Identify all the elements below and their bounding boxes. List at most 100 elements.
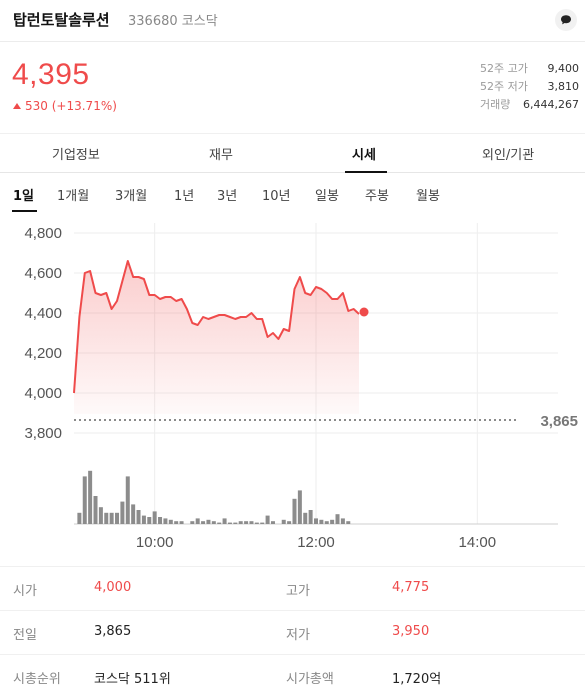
volume-bar (217, 522, 222, 524)
y-tick-label: 4,800 (24, 225, 62, 242)
prev-close-label: 전일 (13, 628, 37, 643)
volume-bar (98, 507, 103, 524)
market-cap-label: 시가총액 (286, 672, 334, 687)
tab-company-info[interactable]: 기업정보 (52, 148, 100, 163)
volume-bar (115, 512, 120, 524)
price-line (73, 260, 360, 394)
change-percent: (+13.71%) (51, 99, 117, 113)
volume-bar (93, 496, 98, 524)
stock-code: 336680 (128, 14, 178, 29)
market-cap-value: 1,720억 (392, 672, 442, 687)
volume-bar (147, 517, 152, 524)
volume-bar (104, 512, 109, 524)
high52-value: 9,400 (547, 62, 580, 75)
period-1y[interactable]: 1년 (174, 189, 195, 204)
tab-quotes[interactable]: 시세 (352, 148, 376, 163)
x-tick-label: 14:00 (459, 534, 497, 551)
prev-close-value: 3,865 (94, 624, 132, 639)
volume-bar (136, 510, 141, 524)
volume-bar (222, 518, 227, 524)
period-3y[interactable]: 3년 (217, 189, 238, 204)
active-tab-indicator (345, 171, 387, 173)
volume-bar (308, 510, 313, 524)
chart-svg: 4,800 4,600 4,400 4,200 4,000 3,800 10:00 12:00… (24, 223, 578, 551)
x-tick-label: 12:00 (297, 534, 335, 551)
tab-foreign-institution[interactable]: 외인/기관 (482, 148, 535, 163)
volume-bar (297, 490, 302, 524)
open-label: 시가 (13, 584, 37, 599)
volume-bar (330, 519, 335, 524)
volume-bar (270, 521, 275, 524)
volume-value: 6,444,267 (523, 98, 579, 111)
period-1m[interactable]: 1개월 (57, 189, 90, 204)
current-price: 4,395 (12, 58, 90, 91)
volume-bar (281, 519, 286, 524)
stats-labels: 52주 고가 52주 저가 거래량 (480, 60, 538, 114)
intraday-chart[interactable]: 4,800 4,600 4,400 4,200 4,000 3,800 10:00 12:00… (0, 213, 585, 558)
high-value: 4,775 (392, 580, 430, 595)
y-tick-label: 4,200 (24, 345, 62, 362)
open-value: 4,000 (94, 580, 132, 595)
info-row-1: 시가 4,000 고가 4,775 (0, 566, 585, 610)
volume-bar (238, 521, 243, 524)
period-1d[interactable]: 1일 (13, 189, 35, 204)
low-label: 저가 (286, 628, 310, 643)
volume-bar (227, 522, 232, 524)
volume-bar (324, 521, 329, 524)
y-tick-label: 3,800 (24, 425, 62, 442)
volume-bar (109, 512, 114, 524)
period-weekly-candle[interactable]: 주봉 (365, 189, 389, 204)
stock-header: 탑런토탈솔루션 336680 코스닥 (0, 0, 585, 42)
period-10y[interactable]: 10년 (262, 189, 291, 204)
y-tick-label: 4,000 (24, 385, 62, 402)
high52-label: 52주 고가 (480, 62, 528, 75)
volume-bar (249, 521, 254, 524)
volume-bar (120, 501, 125, 524)
volume-bar (346, 521, 351, 524)
tab-financials[interactable]: 재무 (209, 148, 233, 163)
volume-bar (211, 521, 216, 524)
stock-name: 탑런토탈솔루션 (13, 11, 110, 29)
volume-bar (319, 519, 324, 524)
volume-bar (206, 519, 211, 524)
volume-bar (82, 476, 87, 524)
volume-label: 거래량 (480, 98, 511, 111)
volume-bar (174, 521, 179, 524)
market-rank-label: 시총순위 (13, 672, 61, 687)
volume-bar (168, 519, 173, 524)
price-area (74, 261, 359, 414)
volume-bar (125, 476, 130, 524)
volume-bar (77, 512, 82, 524)
info-row-2: 전일 3,865 저가 3,950 (0, 610, 585, 654)
volume-bar (152, 511, 157, 524)
volume-bar (303, 512, 308, 524)
volume-bar (201, 521, 206, 524)
price-change: 530 (+13.71%) (13, 99, 117, 113)
period-tabs: 1일 1개월 3개월 1년 3년 10년 일봉 주봉 월봉 (0, 173, 585, 213)
up-triangle-icon (13, 103, 21, 109)
chat-bubble-icon[interactable] (555, 9, 577, 31)
volume-bar (254, 522, 259, 524)
volume-bar (335, 514, 340, 524)
volume-bar (314, 518, 318, 524)
prev-close-label: 3,865 (540, 413, 578, 430)
active-period-indicator (12, 210, 37, 212)
x-tick-label: 10:00 (136, 534, 174, 551)
low52-label: 52주 저가 (480, 80, 528, 93)
period-daily-candle[interactable]: 일봉 (315, 189, 339, 204)
period-monthly-candle[interactable]: 월봉 (416, 189, 440, 204)
volume-bar (158, 517, 163, 524)
y-tick-label: 4,400 (24, 305, 62, 322)
period-3m[interactable]: 3개월 (115, 189, 148, 204)
volume-bar (260, 522, 265, 524)
low-value: 3,950 (392, 624, 430, 639)
market-name: 코스닥 (181, 14, 218, 29)
change-amount: 530 (25, 99, 48, 113)
last-price-dot (359, 307, 369, 317)
volume-bar (287, 521, 292, 524)
volume-bar (190, 521, 195, 524)
info-row-3: 시총순위 코스닥 511위 시가총액 1,720억 (0, 654, 585, 693)
volume-bar (244, 521, 249, 524)
main-tabs: 기업정보 재무 시세 외인/기관 (0, 133, 585, 173)
volume-bar (163, 518, 168, 524)
